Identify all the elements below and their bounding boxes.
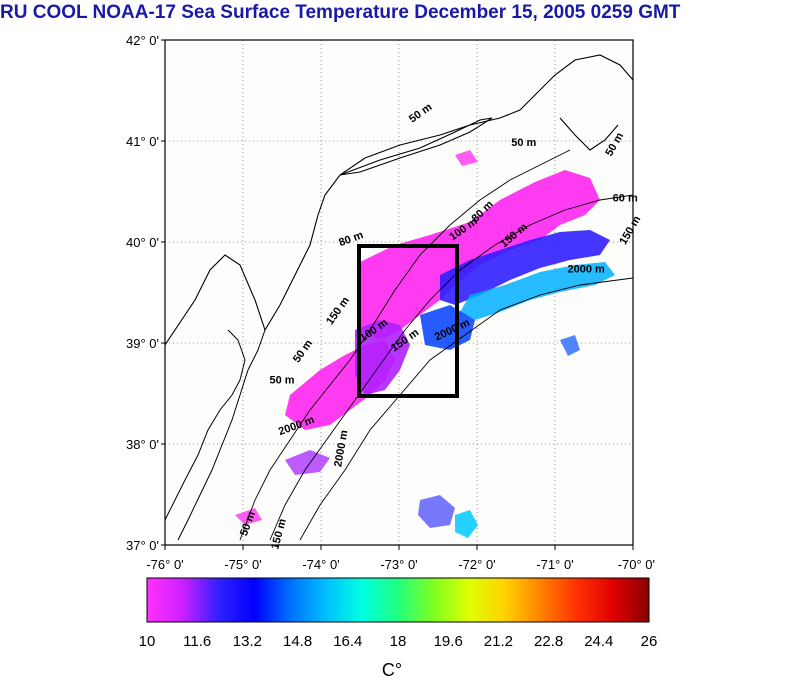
lat-label: 37° 0' [126,538,159,553]
colorbar-ticks: 10 11.6 13.2 14.8 16.4 18 19.6 21.2 22.8 24.4 26 [139,633,658,650]
colorbar-tick-label: 24.4 [584,633,613,650]
isobaths [239,149,633,541]
lon-label: -74° 0' [302,557,339,572]
map-title: RU COOL NOAA-17 Sea Surface Temperature … [0,2,681,23]
colorbar-unit: C° [382,660,402,680]
colorbar [146,577,650,623]
sst-patch-scatter-6 [455,150,478,166]
lat-label: 40° 0' [126,235,159,250]
colorbar-tick-label: 19.6 [434,633,463,650]
isobath-label: 50 m [269,374,294,386]
colorbar-tick-label: 10 [139,633,156,650]
colorbar-tick-label: 11.6 [183,633,211,650]
lat-label: 38° 0' [126,437,159,452]
sst-patch-blue-front [440,230,610,305]
lon-label: -76° 0' [146,557,183,572]
sst-patch-scatter-3 [455,510,478,538]
longitude-labels: -76° 0' -75° 0' -74° 0' -73° 0' -72° 0' -71° … [146,545,655,572]
coast-delmarva [177,329,266,541]
lon-label: -75° 0' [224,557,261,572]
isobath-50 [239,149,571,541]
lon-label: -72° 0' [458,557,495,572]
colorbar-tick-label: 13.2 [233,633,262,650]
coast-cape-cod [559,117,619,151]
colorbar-tick-label: 14.8 [283,633,312,650]
isobath-2000 [299,277,633,541]
latitude-labels: 42° 0' 41° 0' 40° 0' 39° 0' 38° 0' 37° 0' [126,33,165,553]
study-region-box[interactable] [357,244,459,398]
sst-patch-scatter-2 [418,495,455,528]
isobath-label: 60 m [613,193,638,205]
lon-label: -70° 0' [618,557,655,572]
lon-label: -71° 0' [536,557,573,572]
sst-patch-purple-1 [355,320,410,395]
coast-long-island [339,117,493,176]
colorbar-tick-label: 22.8 [534,633,563,650]
isobath-label: 2000 m [568,263,606,275]
colorbar-tick-label: 21.2 [484,633,513,650]
colorbar-tick-label: 18 [390,633,407,650]
coastline [165,54,633,541]
sst-patch-cyan-band [460,262,615,320]
lat-label: 41° 0' [126,134,159,149]
sst-field [235,150,615,538]
colorbar-tick-label: 16.4 [333,633,362,650]
sst-patch-scatter-1 [285,450,330,475]
lon-label: -73° 0' [380,557,417,572]
sst-patch-scatter-5 [560,335,580,356]
sst-patch-cold-shelf [360,170,600,340]
coast-chesapeake [165,329,246,521]
isobath-100 [269,194,633,541]
isobath-label: 50 m [511,137,536,149]
colorbar-tick-label: 26 [641,633,658,650]
lat-label: 39° 0' [126,336,159,351]
lat-label: 42° 0' [126,33,159,48]
sst-patch-blue-2 [420,305,475,350]
